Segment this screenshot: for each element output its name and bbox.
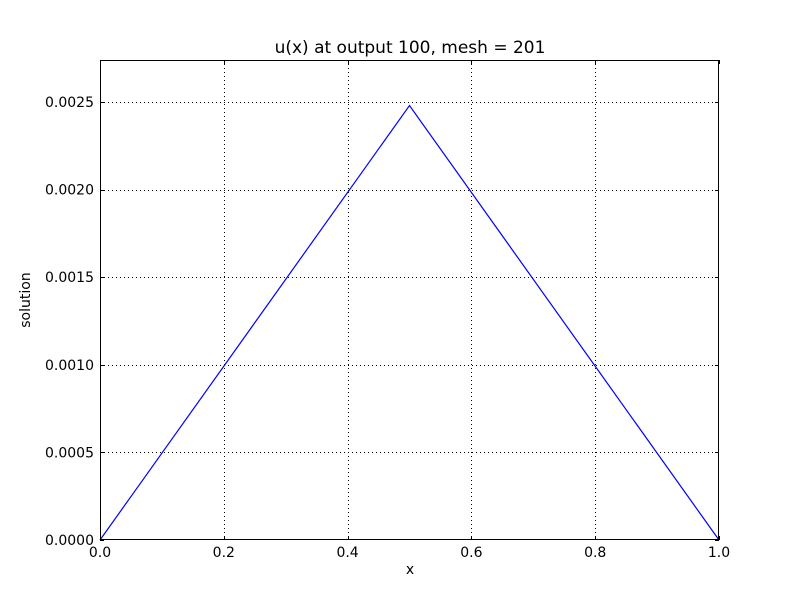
series-line — [99, 104, 720, 541]
y-tick-label: 0.0015 — [45, 270, 94, 286]
y-tick-label: 0.0025 — [45, 95, 94, 111]
x-tick-label: 0.4 — [336, 545, 358, 561]
y-axis-label: solution — [18, 272, 34, 327]
y-tick-label: 0.0020 — [45, 183, 94, 199]
y-tick-label: 0.0010 — [45, 358, 94, 374]
x-tick-label: 0.0 — [89, 545, 111, 561]
series-layer — [99, 104, 720, 541]
ticks: 0.0 0.2 0.4 0.6 0.8 1.0 0.0000 0.0005 0.0010 0.00… — [45, 60, 730, 561]
chart-title: u(x) at output 100, mesh = 201 — [275, 38, 546, 58]
y-tick-label: 0.0005 — [45, 445, 94, 461]
y-tick-label: 0.0000 — [45, 533, 94, 549]
plot-area — [100, 60, 719, 540]
x-tick-label: 0.6 — [460, 545, 482, 561]
grid — [100, 60, 719, 540]
x-tick-label: 1.0 — [708, 545, 730, 561]
plot-frame — [100, 60, 719, 540]
x-tick-label: 0.2 — [213, 545, 235, 561]
x-axis-label: x — [406, 562, 414, 578]
x-tick-label: 0.8 — [584, 545, 606, 561]
